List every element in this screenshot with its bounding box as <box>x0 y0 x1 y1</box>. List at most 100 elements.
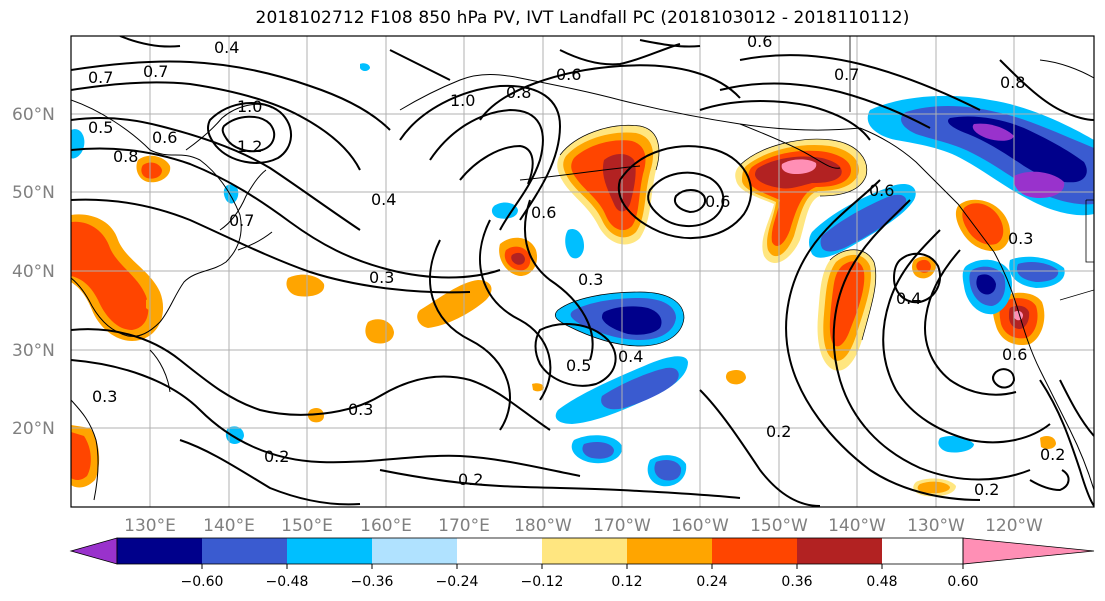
colorbar-tick-label: 0.48 <box>866 574 897 590</box>
colorbar-segment <box>287 538 372 564</box>
colorbar-tick-label: 0.60 <box>947 574 978 590</box>
positive-anomaly-patch <box>286 274 325 297</box>
lon-label: 170°E <box>438 516 490 536</box>
positive-anomaly-patch <box>916 259 931 273</box>
positive-anomaly-patch <box>917 481 950 494</box>
colorbar-frame <box>116 537 964 565</box>
colorbar-segment <box>542 538 627 564</box>
contour-label: 0.3 <box>369 268 394 287</box>
colorbar-extend-right <box>962 537 1095 565</box>
positive-anomaly-patch <box>532 383 544 392</box>
negative-anomaly-patch <box>1013 171 1065 198</box>
lon-label: 120°W <box>985 516 1043 536</box>
colorbar-tick-label: −0.60 <box>181 574 224 590</box>
contour-label: 0.2 <box>974 480 999 499</box>
positive-anomaly-patch <box>141 162 162 179</box>
contour-label: 0.3 <box>578 270 603 289</box>
positive-anomaly-patch <box>417 280 492 328</box>
pv-contours <box>71 36 1094 507</box>
colorbar-segment <box>457 538 542 564</box>
colorbar-tick-label: 0.36 <box>781 574 812 590</box>
contour-label: 0.2 <box>1040 445 1065 464</box>
lat-label-30n: 30°N <box>12 341 55 361</box>
lat-label-60n: 60°N <box>12 105 55 125</box>
negative-anomaly-patch <box>1016 262 1059 282</box>
positive-anomaly-patch <box>71 432 91 480</box>
colorbar: −0.60 −0.48 −0.36 −0.24 −0.12 0.12 0.24 … <box>69 537 1095 590</box>
map-title: 2018102712 F108 850 hPa PV, IVT Landfall… <box>255 8 910 28</box>
positive-anomaly-patch <box>71 221 149 330</box>
lon-label: 170°W <box>593 516 651 536</box>
lon-label: 180°W <box>514 516 572 536</box>
longitude-labels: 130°E 140°E 150°E 160°E 170°E 180°W 170°… <box>124 516 1043 536</box>
map-frame <box>70 35 1095 508</box>
lon-label: 150°E <box>281 516 333 536</box>
contour-label: 0.2 <box>458 470 483 489</box>
contour-label: 0.7 <box>834 65 859 84</box>
contour-label: 0.4 <box>371 190 396 209</box>
colorbar-extend-left <box>69 537 118 565</box>
lat-label-50n: 50°N <box>12 183 55 203</box>
colorbar-segment <box>372 538 457 564</box>
negative-anomaly-patch <box>602 306 662 335</box>
lon-label: 160°W <box>671 516 729 536</box>
positive-anomaly-patch <box>365 319 394 344</box>
contour-label: 0.6 <box>531 203 556 222</box>
contour-label: 0.7 <box>229 211 254 230</box>
positive-anomaly-patch <box>781 159 817 174</box>
contour-label: 0.4 <box>214 38 239 57</box>
lon-label: 140°W <box>828 516 886 536</box>
contour-label: 0.7 <box>88 68 113 87</box>
negative-anomaly-patch <box>972 123 1014 141</box>
map-plot-area: 0.4 0.7 0.7 0.5 1.0 1.2 0.8 0.6 0.4 0.3 … <box>71 32 1094 507</box>
lon-label: 130°W <box>907 516 965 536</box>
contour-label: 0.6 <box>869 181 894 200</box>
colorbar-segment <box>712 538 797 564</box>
positive-anomaly-patch <box>1040 436 1056 449</box>
contour-label: 0.3 <box>348 400 373 419</box>
contour-label: 0.6 <box>152 128 177 147</box>
lon-label: 160°E <box>360 516 412 536</box>
lat-label-20n: 20°N <box>12 419 55 439</box>
political-borders <box>849 36 1094 301</box>
colorbar-tick-label: 0.12 <box>611 574 642 590</box>
colorbar-tick-label: −0.24 <box>436 574 479 590</box>
colorbar-ticks <box>201 564 964 569</box>
contour-labels: 0.4 0.7 0.7 0.5 1.0 1.2 0.8 0.6 0.4 0.3 … <box>88 32 1065 499</box>
negative-anomaly-patch <box>582 442 614 459</box>
lat-label-40n: 40°N <box>12 262 55 282</box>
contour-label: 0.8 <box>113 147 138 166</box>
contour-label: 1.0 <box>237 97 262 116</box>
positive-anomaly-patch <box>511 252 525 265</box>
positive-anomaly-patch <box>962 203 1004 245</box>
negative-anomaly-patch <box>938 436 974 453</box>
contour-label: 0.2 <box>264 447 289 466</box>
colorbar-segment <box>202 538 287 564</box>
contour-label: 0.8 <box>506 83 531 102</box>
contour-label: 0.2 <box>766 422 791 441</box>
colorbar-segment <box>117 538 202 564</box>
negative-anomaly-patch <box>601 367 679 410</box>
colorbar-segment <box>627 538 712 564</box>
negative-anomaly-patch <box>71 129 85 159</box>
negative-anomaly-patch <box>360 63 370 71</box>
lon-label: 150°W <box>750 516 808 536</box>
contour-label: 0.6 <box>747 32 772 51</box>
colorbar-tick-label: −0.12 <box>521 574 564 590</box>
lon-label: 140°E <box>203 516 255 536</box>
colorbar-tick-label: 0.24 <box>696 574 727 590</box>
contour-label: 0.6 <box>556 65 581 84</box>
contour-label: 0.7 <box>143 62 168 81</box>
colorbar-segment <box>797 538 882 564</box>
contour-label: 0.5 <box>88 118 113 137</box>
positive-anomaly-patch <box>829 261 865 347</box>
negative-anomaly-patch <box>820 194 907 252</box>
contour-label: 0.6 <box>705 192 730 211</box>
contour-label: 0.4 <box>618 347 643 366</box>
contour-label: 0.6 <box>1002 345 1027 364</box>
gridlines <box>71 36 1094 507</box>
contour-label: 0.8 <box>1000 73 1025 92</box>
negative-anomaly-patch <box>565 228 584 259</box>
negative-anomaly-patch <box>491 202 518 219</box>
